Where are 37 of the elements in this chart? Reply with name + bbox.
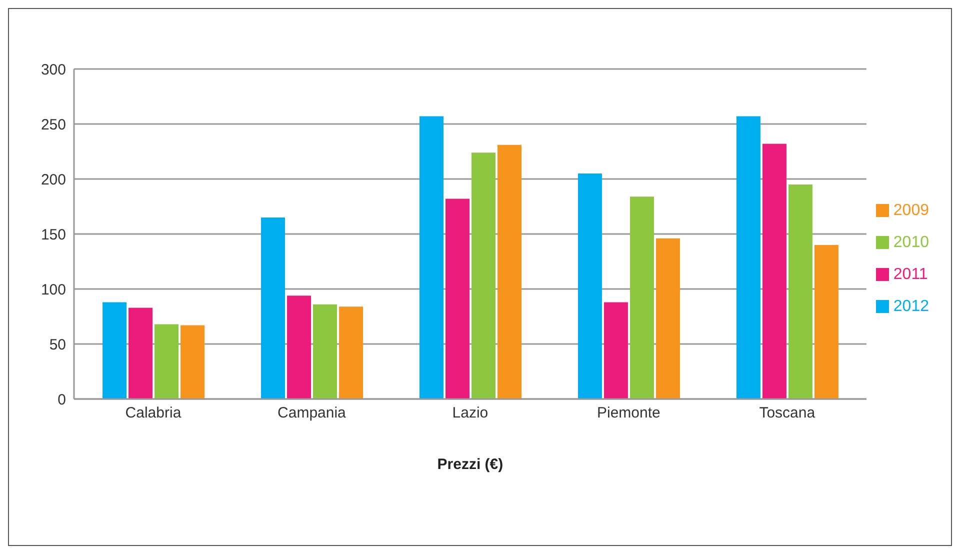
x-axis-title: Prezzi (€) xyxy=(437,456,504,473)
bar xyxy=(154,324,179,399)
bar xyxy=(313,304,338,399)
legend-label: 2012 xyxy=(893,298,929,315)
bar xyxy=(630,196,654,399)
x-tick-label: Piemonte xyxy=(596,404,660,422)
bar xyxy=(788,184,812,399)
bar xyxy=(102,302,127,399)
x-tick-label: Calabria xyxy=(125,404,182,422)
x-tick-label: Campania xyxy=(278,404,347,422)
bar xyxy=(128,308,153,399)
y-tick-label: 250 xyxy=(40,116,66,134)
bar xyxy=(261,218,286,399)
bar xyxy=(736,116,760,399)
bar xyxy=(814,245,838,399)
y-tick-label: 150 xyxy=(40,226,66,244)
bar xyxy=(339,306,364,399)
legend-label: 2009 xyxy=(893,202,929,219)
bar xyxy=(180,325,205,399)
bar xyxy=(497,144,522,399)
bar xyxy=(656,238,680,399)
y-tick-label: 0 xyxy=(58,391,66,408)
x-tick-label: Lazio xyxy=(452,404,488,422)
x-tick-label: Toscana xyxy=(759,404,816,422)
bar xyxy=(287,296,312,399)
legend-label: 2011 xyxy=(893,266,928,283)
bar xyxy=(604,302,628,399)
bar xyxy=(762,144,786,399)
y-tick-label: 100 xyxy=(40,281,66,298)
y-tick-label: 200 xyxy=(40,171,66,188)
bar xyxy=(471,152,496,399)
bar xyxy=(445,198,470,399)
y-tick-label: 50 xyxy=(49,336,66,354)
legend-label: 2010 xyxy=(893,234,929,251)
bar xyxy=(419,116,444,399)
bar xyxy=(578,174,602,399)
y-tick-label: 300 xyxy=(40,61,66,78)
